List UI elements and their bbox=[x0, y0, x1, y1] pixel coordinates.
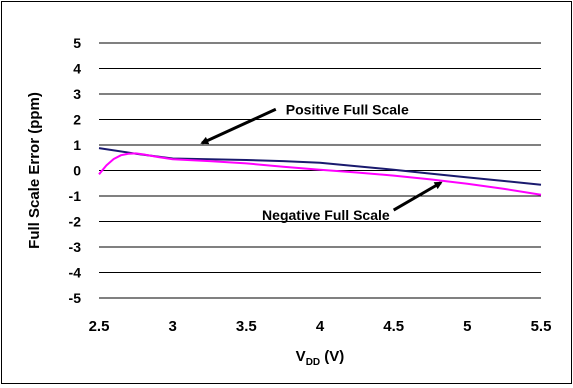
chart: 2.5 3 3.5 4 4.5 5 5.5 5 4 3 2 1 0 -1 -2 -3 -4 -5 Positiv… bbox=[26, 35, 552, 368]
x-axis-label: VDD (V) bbox=[296, 348, 345, 368]
x-tick-labels: 2.5 3 3.5 4 4.5 5 5.5 bbox=[89, 318, 552, 335]
y-tick-label: 0 bbox=[73, 163, 81, 179]
y-tick-label: 4 bbox=[73, 61, 81, 77]
series-lines bbox=[98, 147, 542, 196]
x-tick-label: 3.5 bbox=[236, 318, 257, 335]
y-tick-labels: 5 4 3 2 1 0 -1 -2 -3 -4 -5 bbox=[69, 35, 82, 306]
annotation-arrow-1 bbox=[200, 107, 277, 145]
x-tick-label: 5 bbox=[463, 318, 471, 335]
annotation-arrow-2 bbox=[392, 181, 443, 212]
y-tick-label: 3 bbox=[73, 86, 81, 102]
y-tick-label: -3 bbox=[69, 239, 82, 255]
x-tick-label: 4.5 bbox=[383, 318, 404, 335]
series-line-1 bbox=[98, 147, 542, 186]
x-axis-label-sub: DD bbox=[306, 357, 320, 368]
y-tick-label: -1 bbox=[69, 188, 82, 204]
x-tick-label: 4 bbox=[316, 318, 325, 335]
y-tick-label: 2 bbox=[73, 112, 81, 128]
y-tick-label: -5 bbox=[69, 290, 82, 306]
series-line-2 bbox=[98, 152, 542, 196]
y-tick-label: -4 bbox=[69, 265, 82, 281]
x-tick-label: 3 bbox=[168, 318, 176, 335]
y-tick-label: 5 bbox=[73, 35, 81, 51]
y-axis-label: Full Scale Error (ppm) bbox=[26, 92, 43, 249]
x-tick-label: 5.5 bbox=[531, 318, 552, 335]
y-tick-label: -2 bbox=[69, 214, 82, 230]
x-axis-label-rest: (V) bbox=[320, 348, 344, 365]
y-tick-label: 1 bbox=[73, 137, 81, 153]
x-tick-label: 2.5 bbox=[89, 318, 110, 335]
annotations: Positive Full Scale Negative Full Scale bbox=[200, 101, 443, 223]
annotation-label-2: Negative Full Scale bbox=[262, 207, 390, 223]
annotation-label-1: Positive Full Scale bbox=[286, 101, 409, 117]
x-axis-label-main: V bbox=[296, 348, 306, 365]
